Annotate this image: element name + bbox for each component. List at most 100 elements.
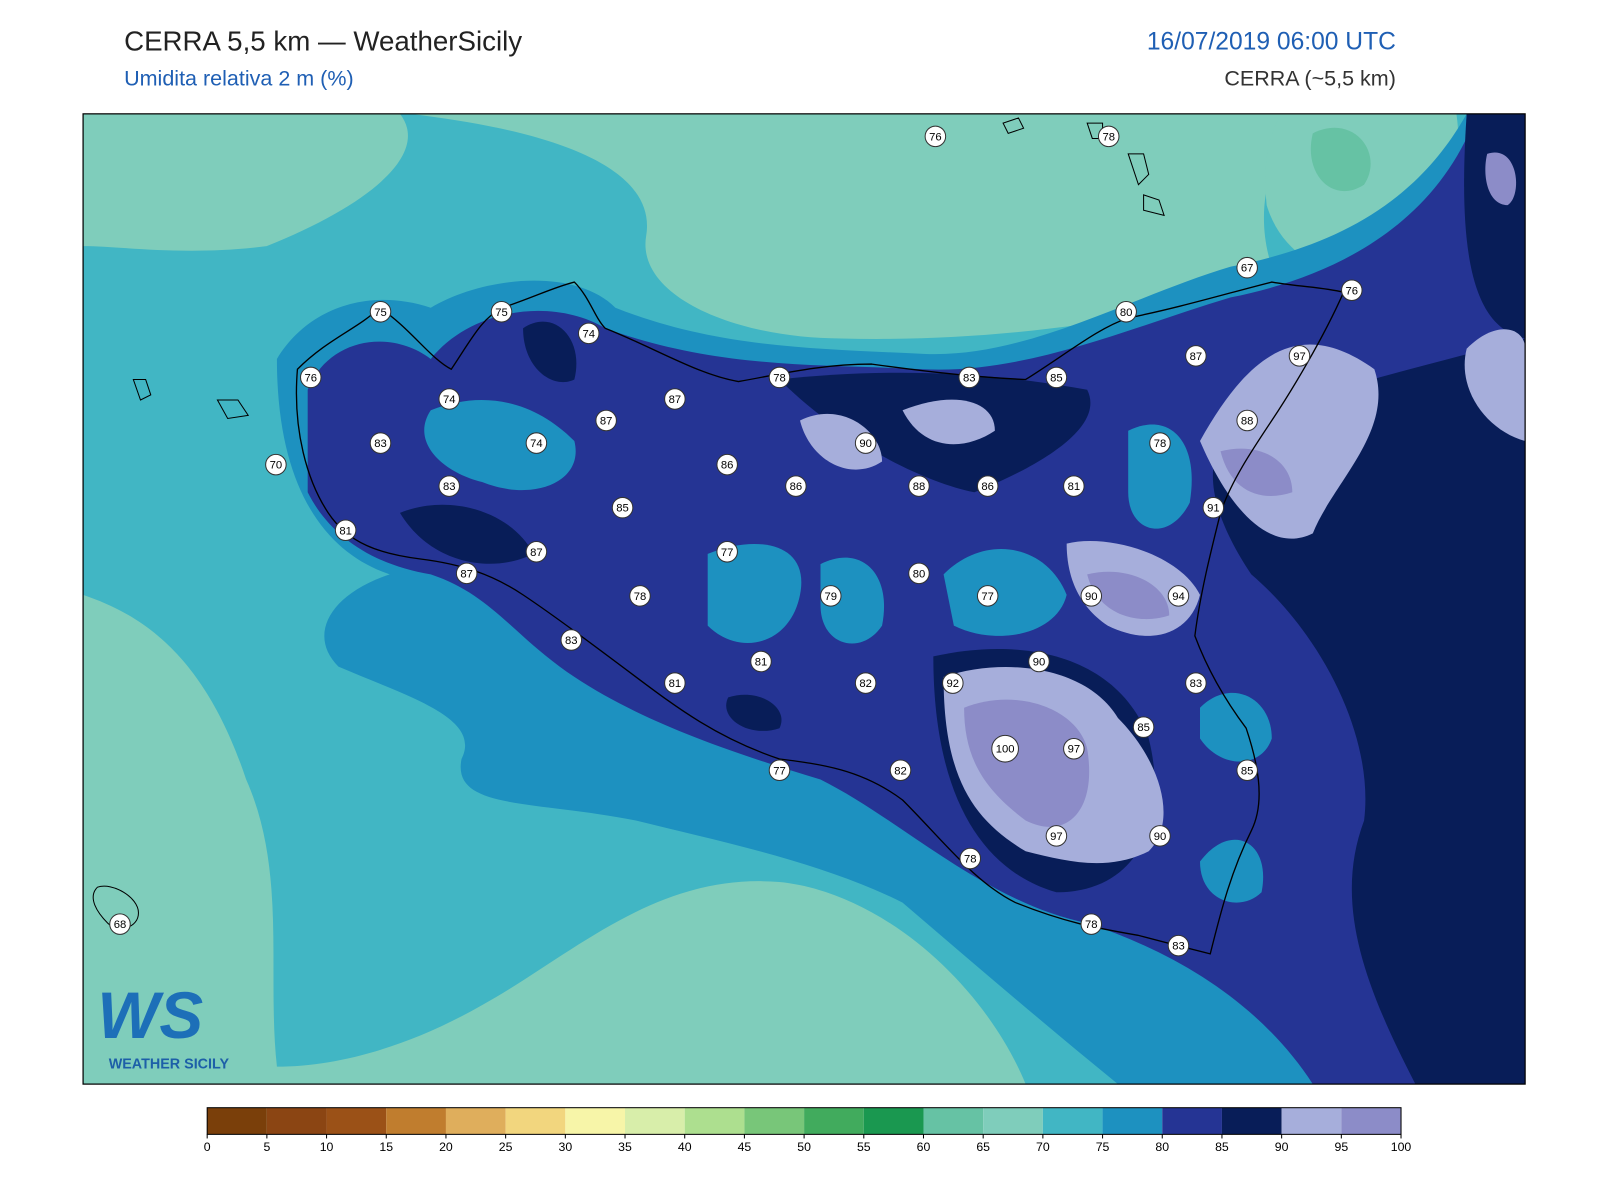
station-marker — [854, 672, 877, 694]
colorbar-tick-label: 95 — [1334, 1140, 1348, 1154]
station-marker — [595, 409, 617, 432]
humidity-area — [820, 557, 885, 644]
station-marker — [768, 366, 791, 389]
station-value: 78 — [1154, 438, 1167, 450]
station-marker — [1185, 345, 1207, 367]
colorbar-swatch — [445, 1107, 506, 1135]
station-value: 82 — [859, 678, 872, 690]
colorbar-tick-label: 100 — [1391, 1140, 1412, 1154]
colorbar-swatch — [1341, 1107, 1402, 1135]
station-marker — [750, 650, 772, 673]
colorbar-tick-label: 55 — [857, 1140, 871, 1154]
station-value: 80 — [913, 568, 926, 580]
station-value: 92 — [947, 678, 960, 690]
station-value: 81 — [1068, 481, 1081, 493]
colorbar-swatch — [565, 1107, 626, 1135]
station-value: 74 — [443, 394, 456, 406]
station-marker — [1236, 256, 1258, 279]
station-marker — [1236, 759, 1258, 782]
logo-mark: WS — [97, 979, 203, 1052]
station-value: 78 — [634, 591, 647, 603]
coastline — [295, 281, 1345, 955]
station-value: 83 — [1190, 678, 1203, 690]
station-value: 67 — [1241, 263, 1254, 275]
station-marker — [1080, 585, 1103, 607]
station-value: 76 — [305, 372, 318, 384]
colorbar-swatch — [1162, 1107, 1222, 1135]
station-marker — [942, 672, 964, 694]
humidity-area — [1087, 571, 1170, 620]
humidity-area — [1200, 692, 1272, 762]
humidity-area — [400, 504, 534, 564]
station-marker — [768, 759, 791, 782]
station-value: 85 — [1050, 372, 1063, 384]
colorbar-swatch — [266, 1107, 327, 1135]
station-marker — [1045, 825, 1068, 847]
colorbar-swatch — [1221, 1107, 1282, 1135]
title: CERRA 5,5 km — WeatherSicily — [124, 25, 522, 56]
station-value: 87 — [1190, 351, 1203, 363]
station-marker — [908, 475, 930, 497]
colorbar-tick-label: 30 — [558, 1140, 572, 1154]
humidity-area — [1310, 127, 1371, 192]
station-value: 83 — [374, 438, 387, 450]
model: CERRA (~5,5 km) — [1224, 67, 1396, 91]
station-marker — [716, 541, 738, 563]
colorbar-tick-label: 70 — [1036, 1140, 1050, 1154]
colorbar: 0 5 10 15 20 25 30 35 40 45 50 55 60 65 70 75 80 85 90 95 10… — [204, 1107, 1412, 1154]
station-marker — [525, 432, 548, 454]
station-value: 78 — [964, 853, 977, 865]
station-marker — [109, 913, 131, 935]
station-marker — [1063, 737, 1085, 760]
station-marker — [820, 585, 842, 607]
station-marker — [455, 562, 478, 585]
station-marker — [1115, 301, 1137, 323]
station-marker — [991, 734, 1019, 763]
humidity-area — [1464, 329, 1526, 442]
colorbar-tick-label: 15 — [379, 1140, 393, 1154]
station-value: 90 — [1085, 591, 1098, 603]
station-value: 83 — [565, 635, 578, 647]
colorbar-tick-label: 35 — [618, 1140, 632, 1154]
humidity-area — [1200, 344, 1379, 539]
station-marker — [1132, 716, 1155, 738]
colorbar-swatch — [207, 1107, 267, 1135]
station-value: 81 — [339, 525, 352, 537]
colorbar-tick-label: 0 — [204, 1140, 211, 1154]
station-value: 70 — [270, 460, 283, 472]
colorbar-tick-label: 40 — [678, 1140, 692, 1154]
humidity-area — [307, 113, 1526, 1085]
station-value: 82 — [894, 765, 907, 777]
station-value: 76 — [929, 131, 942, 143]
humidity-area — [424, 400, 576, 491]
station-value: 88 — [1241, 416, 1254, 428]
station-marker — [334, 519, 357, 542]
station-marker — [716, 453, 738, 476]
colorbar-tick-label: 20 — [439, 1140, 453, 1154]
station-marker — [854, 432, 877, 454]
station-value: 76 — [1346, 285, 1359, 297]
station-marker — [976, 475, 999, 497]
station-value: 97 — [1293, 351, 1306, 363]
station-marker — [265, 453, 287, 476]
station-value: 97 — [1068, 744, 1081, 756]
station-value: 83 — [443, 481, 456, 493]
colorbar-swatch — [625, 1107, 685, 1135]
colorbar-tick-label: 45 — [738, 1140, 752, 1154]
station-value: 90 — [1033, 657, 1046, 669]
logo: WS WEATHER SICILY — [97, 979, 229, 1073]
station-marker — [560, 629, 583, 651]
colorbar-swatch — [804, 1107, 864, 1135]
station-marker — [577, 322, 600, 345]
colorbar-swatch — [1102, 1107, 1163, 1135]
colorbar-swatch — [744, 1107, 805, 1135]
station-marker — [976, 585, 999, 607]
station-value: 87 — [669, 394, 682, 406]
station-value: 81 — [669, 678, 682, 690]
station-marker — [664, 388, 686, 410]
station-value: 85 — [1137, 722, 1150, 734]
colorbar-swatch — [386, 1107, 446, 1135]
colorbar-tick-label: 50 — [797, 1140, 811, 1154]
station-marker — [1063, 475, 1085, 497]
station-marker — [1045, 366, 1068, 389]
